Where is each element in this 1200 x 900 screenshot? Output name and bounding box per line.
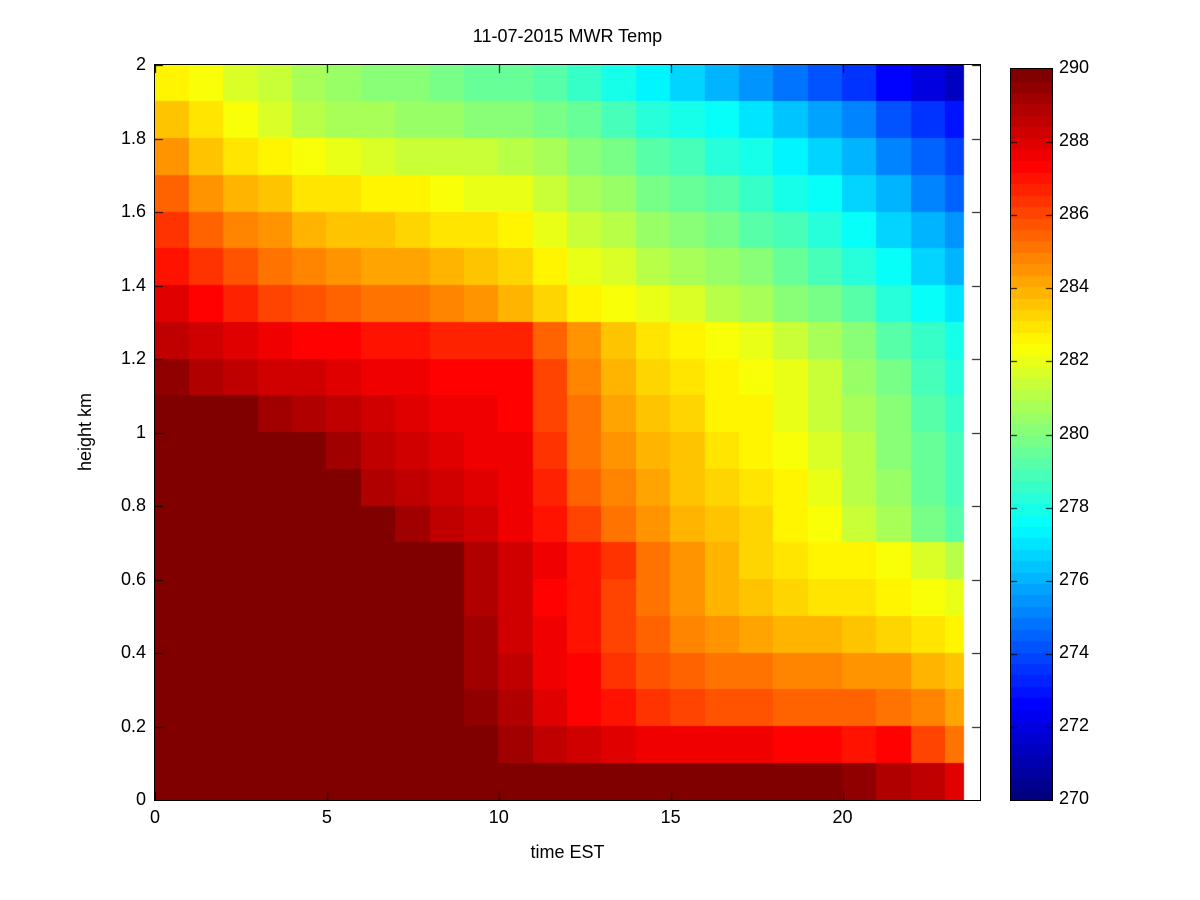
y-tick-0.8: 0.8	[120, 495, 146, 515]
colorbar	[1010, 68, 1053, 801]
colorbar-tick-270: 270	[1059, 788, 1090, 808]
y-tick-1.8: 1.8	[120, 127, 146, 148]
y-tick-1.6: 1.6	[120, 201, 146, 221]
y-tick-2: 2	[135, 54, 146, 74]
y-tick-1.2: 1.2	[120, 348, 146, 368]
colorbar-tick-288: 288	[1059, 130, 1090, 151]
colorbar-tick-276: 276	[1059, 568, 1090, 589]
x-tick-20: 20	[832, 807, 853, 827]
x-tick-0: 0	[149, 807, 160, 827]
heatmap-canvas	[155, 65, 980, 800]
colorbar-canvas	[1011, 69, 1052, 800]
y-tick-1.4: 1.4	[120, 274, 146, 295]
y-tick-0.6: 0.6	[120, 568, 146, 589]
colorbar-tick-280: 280	[1059, 422, 1090, 443]
chart-title: 11-07-2015 MWR Temp	[472, 26, 663, 46]
colorbar-tick-290: 290	[1059, 57, 1090, 77]
plot-area	[154, 64, 981, 801]
x-tick-10: 10	[488, 807, 509, 827]
x-tick-15: 15	[660, 807, 681, 827]
y-tick-0.2: 0.2	[120, 715, 146, 736]
colorbar-tick-284: 284	[1059, 276, 1090, 297]
x-axis-label: time EST	[530, 842, 605, 862]
colorbar-tick-278: 278	[1059, 495, 1090, 516]
y-tick-0: 0	[135, 789, 146, 809]
colorbar-tick-286: 286	[1059, 203, 1090, 224]
colorbar-tick-272: 272	[1059, 714, 1090, 735]
y-tick-0.4: 0.4	[120, 642, 146, 662]
y-tick-1: 1	[135, 421, 146, 442]
x-tick-5: 5	[321, 807, 332, 827]
colorbar-tick-274: 274	[1059, 641, 1090, 662]
colorbar-tick-282: 282	[1059, 349, 1090, 370]
